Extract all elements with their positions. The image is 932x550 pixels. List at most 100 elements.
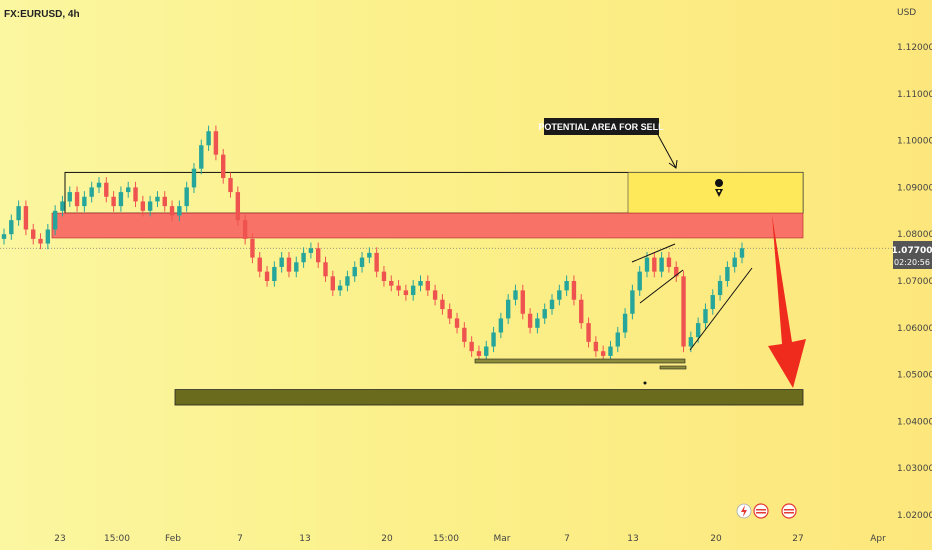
candle-body [739,248,745,258]
candle-body [403,290,409,296]
candle-body [586,323,591,342]
candle-body [162,196,167,207]
candle-body [725,266,730,281]
candle-body [118,192,124,207]
candle-body [542,309,547,319]
event-icon-flag-us[interactable] [753,503,769,519]
x-tick-label: Mar [494,534,511,544]
x-tick-label: 15:00 [433,534,459,544]
candle-body [126,187,131,193]
candle-body [389,281,394,286]
potential-sell-area-box [627,172,804,214]
candle-body [681,276,686,347]
y-tick-label: 1.05000 [897,371,932,381]
candle-body [410,285,416,296]
candle-body [31,229,36,239]
candle-body [191,168,197,188]
candle-body [74,192,80,207]
y-tick-label: 1.08000 [897,230,932,240]
x-tick-label: 13 [299,534,310,544]
candle-body [513,290,518,300]
candle-body [666,257,672,267]
x-tick-label: 20 [710,534,722,544]
candle-body [45,229,51,244]
annotation-arrow [657,134,678,169]
sell-arrow [768,215,806,388]
candle-body [600,351,606,356]
candle-body [199,145,204,169]
candle-body [89,187,94,197]
candle-body [221,154,226,179]
candle-body [484,346,489,356]
candle-body [425,281,431,291]
candle-body [38,238,43,244]
candle-body [520,290,525,314]
y-tick-label: 1.03000 [897,464,932,474]
candle-body [16,206,21,221]
candle-body [593,341,599,352]
sell-zone [51,212,804,239]
candle-body [396,285,401,291]
price-tag-bg [893,241,932,269]
candle-body [337,285,343,291]
candle-body [301,252,306,263]
candle-body [505,299,511,319]
candle-body [359,257,365,267]
event-icon-flag-us-2[interactable] [781,503,797,519]
candle-body [140,201,146,211]
candle-body [469,341,474,352]
y-tick-label: 1.11000 [897,90,932,100]
x-tick-label: Feb [165,534,181,544]
target-zone [174,389,804,406]
candle-body [60,201,65,211]
currency-label: USD [897,8,916,18]
current-price-label: 1.07700 [892,246,932,256]
location-pin-icon [715,178,724,197]
candle-body [630,290,635,314]
y-tick-label: 1.02000 [897,511,932,521]
candle-body [447,309,452,319]
candle-body [432,290,438,300]
support-line-right [659,365,687,370]
candle-body [52,210,58,230]
x-tick-label: 7 [564,534,570,544]
x-tick-label: 7 [237,534,243,544]
candle-body [454,318,460,328]
candle-body [235,192,241,221]
candle-body [498,318,504,333]
candle-body [67,192,72,202]
candle-body [695,323,701,338]
candle-body [82,196,87,207]
candle-body [155,196,160,202]
candle-body [535,318,540,328]
symbol-label: FX:EURUSD, 4h [4,9,80,20]
marker-dot [643,381,647,385]
candle-body [213,131,219,155]
candle-body [147,201,153,211]
candle-body [688,337,694,347]
candle-body [717,281,723,296]
candle-body [133,187,138,202]
candle-body [264,271,270,281]
y-tick-label: 1.06000 [897,324,932,334]
support-line-left [474,358,686,364]
candle-body [315,248,321,263]
candle-body [710,295,715,310]
x-tick-label: 13 [627,534,638,544]
candle-body [177,206,182,216]
candle-body [615,332,620,347]
candlestick-series [1,125,745,362]
candle-body [491,332,496,347]
candle-body [527,313,533,328]
event-icon-lightning[interactable] [736,503,752,519]
candle-body [308,248,314,253]
candle-body [257,257,262,272]
candle-body [1,234,7,239]
annotation-label-bg [544,118,659,135]
candle-body [462,327,467,342]
candle-body [294,262,299,272]
candle-body [96,182,102,188]
candle-body [571,281,577,300]
